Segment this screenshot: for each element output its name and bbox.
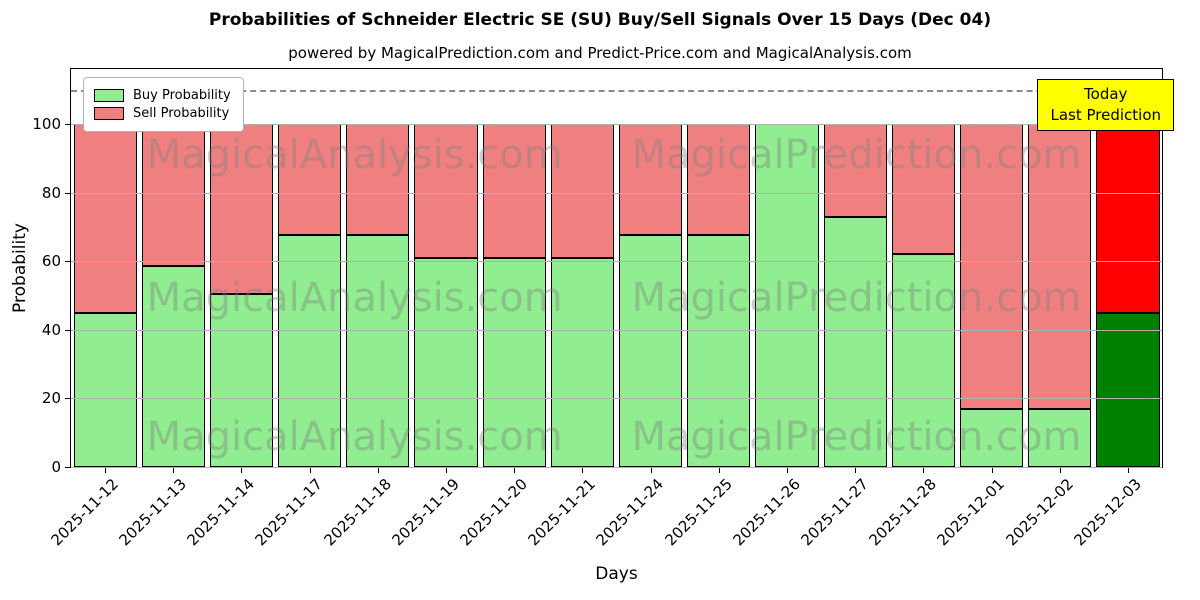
legend-row-buy: Buy Probability	[94, 88, 231, 103]
buy-bar	[482, 257, 546, 467]
x-tick-label: 2025-11-12	[47, 475, 122, 550]
today-annotation: Today Last Prediction	[1037, 79, 1174, 131]
gridline-60	[71, 261, 1162, 263]
x-tick-label: 2025-11-21	[524, 475, 600, 550]
x-tick-mark	[991, 467, 993, 473]
x-tick-label: 2025-12-01	[933, 475, 1009, 550]
sell-bar	[1096, 123, 1160, 313]
dashed-threshold-line	[71, 89, 1162, 92]
y-tick-label: 80	[41, 183, 61, 202]
x-tick-label: 2025-12-03	[1070, 475, 1145, 550]
x-tick-label: 2025-11-13	[115, 475, 191, 550]
sell-bar	[959, 123, 1024, 409]
x-tick-mark	[309, 467, 311, 473]
sell-bar	[687, 123, 751, 236]
sell-bar	[414, 123, 478, 258]
x-tick-mark	[718, 467, 720, 473]
x-tick-label: 2025-11-14	[183, 475, 259, 550]
x-tick-label: 2025-11-17	[252, 475, 327, 550]
y-tick-label: 0	[51, 458, 61, 476]
sell-bar	[482, 123, 546, 258]
x-tick-label: 2025-12-02	[1002, 475, 1077, 550]
legend-buy-label: Buy Probability	[133, 88, 231, 103]
buy-bar	[550, 257, 614, 467]
x-tick-mark	[173, 467, 175, 473]
x-tick-label: 2025-11-28	[865, 475, 941, 550]
x-tick-mark	[446, 467, 448, 473]
annotation-line-2: Last Prediction	[1050, 106, 1161, 124]
gridline-40	[71, 329, 1162, 331]
x-tick-mark	[241, 467, 243, 473]
x-tick-label: 2025-11-20	[456, 475, 531, 550]
buy-bar	[1096, 312, 1160, 467]
x-tick-mark	[923, 467, 925, 473]
legend-sell-swatch	[94, 107, 124, 120]
buy-bar	[73, 312, 137, 467]
x-tick-label: 2025-11-26	[729, 475, 804, 550]
y-tick-mark	[65, 123, 71, 125]
buy-bar	[278, 235, 342, 467]
sell-bar	[346, 123, 410, 236]
sell-bar	[209, 123, 274, 294]
buy-bar	[823, 216, 887, 467]
x-tick-mark	[377, 467, 379, 473]
buy-bar	[141, 266, 205, 467]
sell-bar	[1028, 123, 1092, 409]
x-tick-mark	[105, 467, 107, 473]
x-tick-mark	[1127, 467, 1129, 473]
gridline-0	[71, 467, 1162, 468]
y-tick-mark	[65, 192, 71, 194]
sell-bar	[891, 123, 955, 255]
x-tick-mark	[1059, 467, 1061, 473]
legend-sell-label: Sell Probability	[133, 106, 230, 121]
legend: Buy Probability Sell Probability	[83, 77, 244, 132]
y-tick-label: 60	[41, 252, 61, 271]
buy-bar	[209, 293, 274, 467]
y-tick-label: 100	[32, 114, 61, 133]
y-tick-mark	[65, 261, 71, 263]
plot-area: Buy Probability Sell Probability 0 20 40 60…	[32, 68, 1163, 549]
x-tick-mark	[855, 467, 857, 473]
buy-bar	[687, 235, 751, 467]
buy-bar	[755, 123, 819, 467]
sell-bar	[619, 123, 683, 236]
sell-bar	[141, 123, 205, 267]
annotation-line-1: Today	[1084, 85, 1128, 103]
gridline-80	[71, 192, 1162, 194]
x-tick-label: 2025-11-18	[320, 475, 395, 550]
buy-bar	[891, 254, 955, 467]
legend-row-sell: Sell Probability	[94, 106, 231, 121]
x-tick-mark	[650, 467, 652, 473]
x-tick-mark	[582, 467, 584, 473]
sell-bar	[278, 123, 342, 236]
buy-bar	[959, 408, 1024, 467]
gridline-20	[71, 398, 1162, 400]
buy-bar	[1028, 408, 1092, 467]
x-tick-mark	[514, 467, 516, 473]
y-tick-mark	[65, 329, 71, 331]
legend-buy-swatch	[94, 89, 124, 102]
x-axis-label: Days	[595, 564, 638, 584]
x-tick-mark	[786, 467, 788, 473]
sell-bar	[550, 123, 614, 258]
x-tick-label: 2025-11-25	[661, 475, 736, 550]
sell-bar	[73, 123, 137, 313]
chart-subtitle: powered by MagicalPrediction.com and Pre…	[288, 44, 912, 62]
gridline-100	[71, 123, 1162, 125]
x-tick-label: 2025-11-19	[388, 475, 463, 550]
chart-title: Probabilities of Schneider Electric SE (…	[208, 10, 992, 30]
buy-bar	[346, 235, 410, 467]
y-tick-mark	[65, 398, 71, 400]
buy-bar	[619, 235, 683, 467]
y-tick-label: 40	[41, 320, 61, 339]
buy-bar	[414, 257, 478, 467]
y-tick-label: 20	[41, 389, 61, 408]
x-tick-label: 2025-11-27	[797, 475, 872, 550]
x-tick-label: 2025-11-24	[592, 475, 668, 550]
sell-bar	[823, 123, 887, 217]
y-tick-mark	[65, 467, 71, 468]
